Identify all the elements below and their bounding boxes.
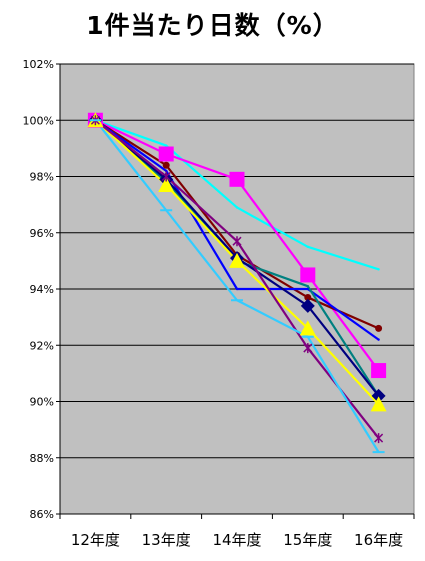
data-point-s7-5: [370, 396, 387, 412]
x-tick-label: 12年度: [71, 531, 120, 549]
data-point-s8-4: [303, 343, 313, 354]
y-tick-label: 100%: [23, 114, 54, 127]
data-point-s2-2: [158, 146, 174, 162]
data-point-s4-3: [235, 287, 239, 291]
data-point-s3-2: [162, 161, 170, 169]
y-tick-label: 92%: [30, 339, 54, 352]
data-point-s5-4: [306, 284, 309, 288]
y-tick-label: 86%: [30, 508, 54, 521]
data-point-s4-2: [165, 169, 168, 173]
data-point-s6-4: [300, 298, 315, 313]
data-point-s7-3: [229, 252, 245, 268]
data-point-s1-5: [377, 268, 380, 271]
data-point-s4-4: [306, 287, 309, 291]
x-tick-label: 14年度: [212, 531, 261, 549]
data-point-s1-4: [306, 245, 309, 249]
data-point-s7-2: [158, 176, 175, 192]
y-tick-label: 98%: [30, 171, 54, 184]
data-point-s8-2: [161, 171, 171, 182]
data-point-s2-4: [300, 267, 316, 283]
data-point-s3-4: [304, 293, 312, 301]
x-tick-label: 15年度: [283, 531, 332, 549]
x-tick-label: 16年度: [354, 531, 403, 549]
data-point-s8-3: [232, 236, 242, 247]
data-point-s8-5: [374, 433, 384, 444]
x-tick-label: 13年度: [142, 531, 191, 549]
data-point-s1-2: [165, 144, 168, 147]
y-tick-label: 90%: [30, 396, 54, 409]
data-point-s7-4: [299, 320, 316, 336]
data-point-s4-5: [377, 338, 380, 341]
data-point-s3-5: [375, 324, 383, 332]
y-tick-label: 102%: [23, 58, 54, 71]
y-tick-label: 96%: [30, 227, 54, 240]
y-tick-label: 88%: [30, 452, 54, 465]
data-point-s2-3: [229, 171, 245, 187]
data-point-s2-5: [371, 363, 387, 379]
chart-title: 1件当たり日数（%）: [86, 11, 339, 40]
data-point-s6-5: [371, 388, 386, 403]
y-tick-label: 94%: [30, 283, 54, 296]
data-point-s1-3: [235, 206, 239, 209]
